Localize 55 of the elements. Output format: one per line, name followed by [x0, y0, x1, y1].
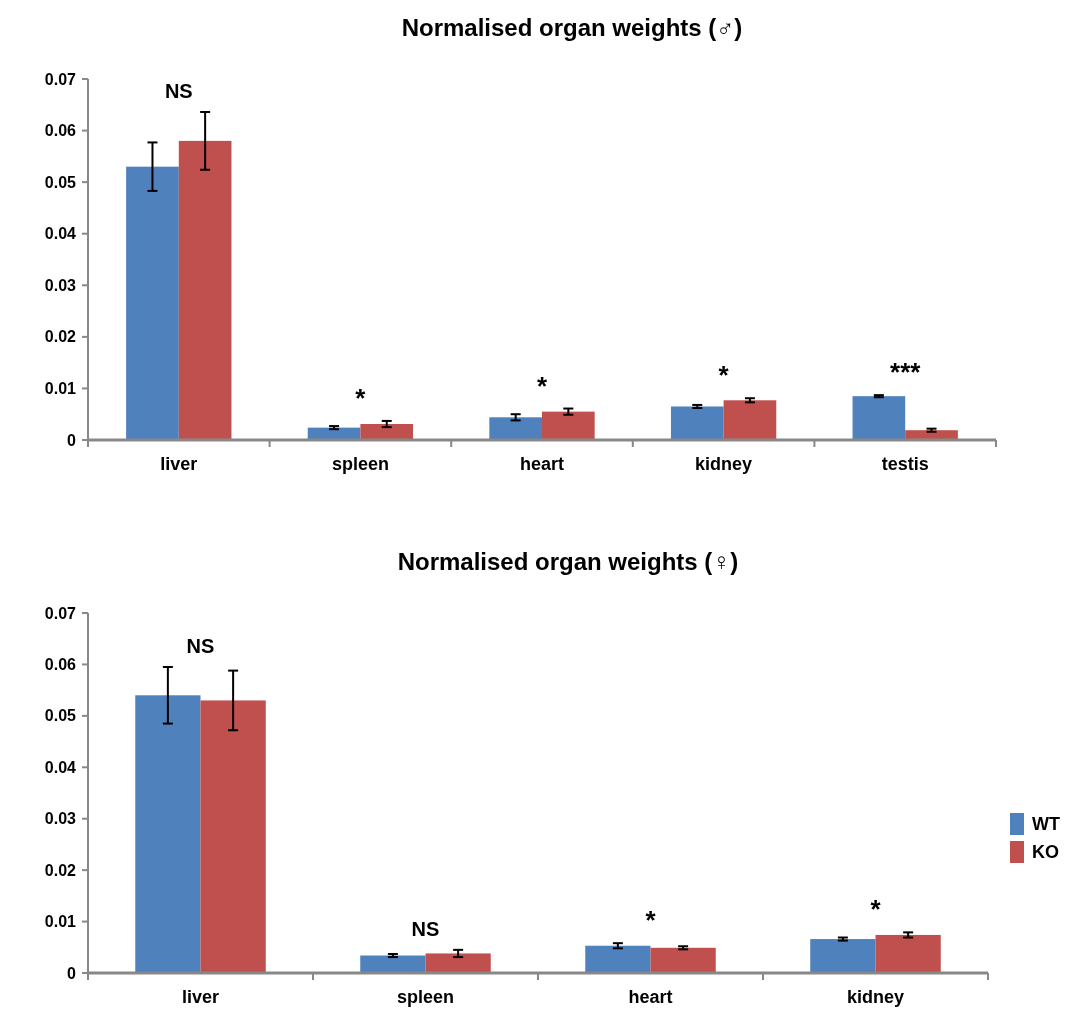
y-tick-label: 0.07	[44, 70, 77, 88]
annotation: *	[355, 382, 367, 413]
y-tick-label: 0.03	[44, 810, 77, 828]
y-tick-label: 0.06	[44, 122, 77, 140]
x-tick-label: heart	[628, 987, 673, 1007]
x-tick-label: testis	[881, 454, 929, 474]
y-tick-label: 0.02	[44, 861, 77, 879]
y-tick-label: 0.06	[44, 656, 77, 674]
bar	[875, 934, 941, 973]
bar	[905, 430, 958, 440]
annotation: *	[645, 905, 657, 936]
chart-title: Normalised organ weights (♂)	[401, 14, 743, 41]
x-tick-label: liver	[160, 454, 198, 474]
y-tick-label: 0.05	[44, 707, 77, 725]
bar	[723, 400, 777, 440]
bar	[135, 695, 201, 973]
x-tick-label: kidney	[846, 987, 905, 1007]
bar	[670, 406, 724, 440]
y-tick-label: 0.02	[44, 328, 77, 346]
annotation: *	[536, 370, 548, 401]
bar	[650, 947, 716, 973]
bar	[585, 945, 651, 973]
y-tick-label: 0.04	[44, 225, 77, 243]
annotation: *	[870, 894, 882, 925]
y-tick-label: 0.01	[44, 913, 77, 931]
y-tick-label: 0.04	[44, 758, 77, 776]
annotation: ***	[890, 357, 922, 388]
chart-title: Normalised organ weights (♀)	[397, 548, 739, 575]
bar	[126, 166, 179, 440]
x-tick-label: liver	[181, 987, 220, 1007]
bar	[360, 424, 414, 440]
x-tick-label: kidney	[695, 454, 753, 474]
y-tick-label: 0.03	[44, 276, 77, 294]
x-tick-label: heart	[519, 454, 565, 474]
y-tick-label: 0.07	[44, 604, 77, 622]
x-tick-label: spleen	[396, 987, 455, 1007]
annotation: NS	[164, 80, 193, 103]
annotation: NS	[411, 917, 440, 940]
bar	[178, 140, 232, 440]
legend-label: WT	[1032, 814, 1060, 835]
legend-label: KO	[1032, 842, 1059, 863]
bar	[200, 700, 266, 973]
annotation: *	[718, 360, 730, 391]
bar	[425, 953, 491, 973]
bar	[489, 417, 542, 440]
y-tick-label: 0	[67, 431, 77, 449]
y-tick-label: 0.01	[44, 380, 77, 398]
bar	[360, 955, 426, 973]
annotation: NS	[186, 635, 215, 657]
x-tick-label: spleen	[331, 454, 389, 474]
y-tick-label: 0.05	[44, 173, 77, 191]
bar	[542, 411, 595, 440]
bar	[810, 939, 876, 973]
bar	[852, 396, 906, 440]
y-tick-label: 0	[67, 964, 77, 982]
